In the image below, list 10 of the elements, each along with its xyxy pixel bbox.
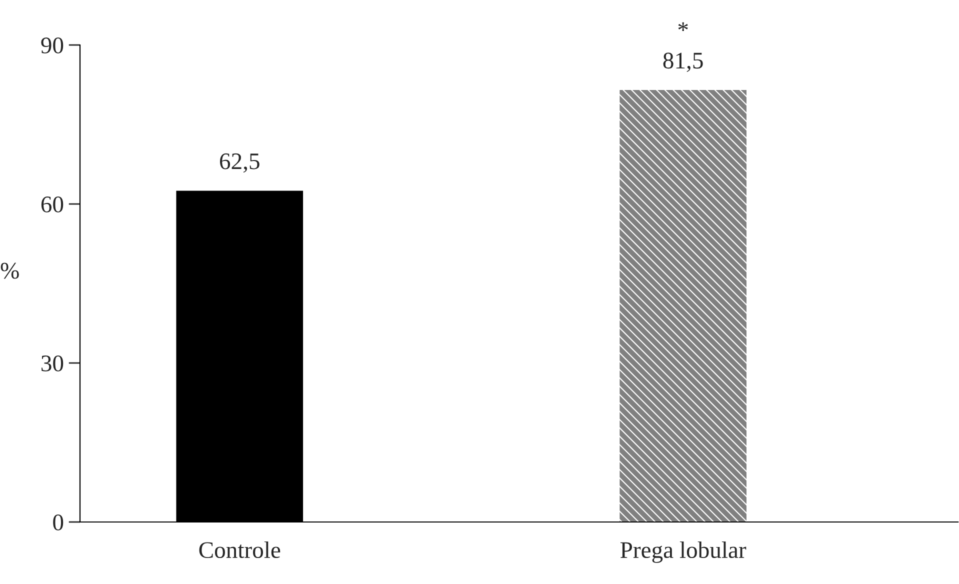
y-tick-label: 60 — [41, 196, 64, 212]
y-tick-label: 0 — [53, 514, 64, 530]
annotation: * — [678, 22, 688, 31]
y-axis-title: % — [0, 262, 19, 279]
data-label: 81,5 — [663, 52, 703, 72]
y-tick-label: 30 — [42, 355, 64, 372]
y-tick-label: 90 — [41, 37, 64, 54]
x-tick-label: Prega lobular — [620, 541, 746, 563]
data-label: 62,5 — [220, 153, 260, 173]
x-tick-label: Controle — [199, 541, 280, 558]
